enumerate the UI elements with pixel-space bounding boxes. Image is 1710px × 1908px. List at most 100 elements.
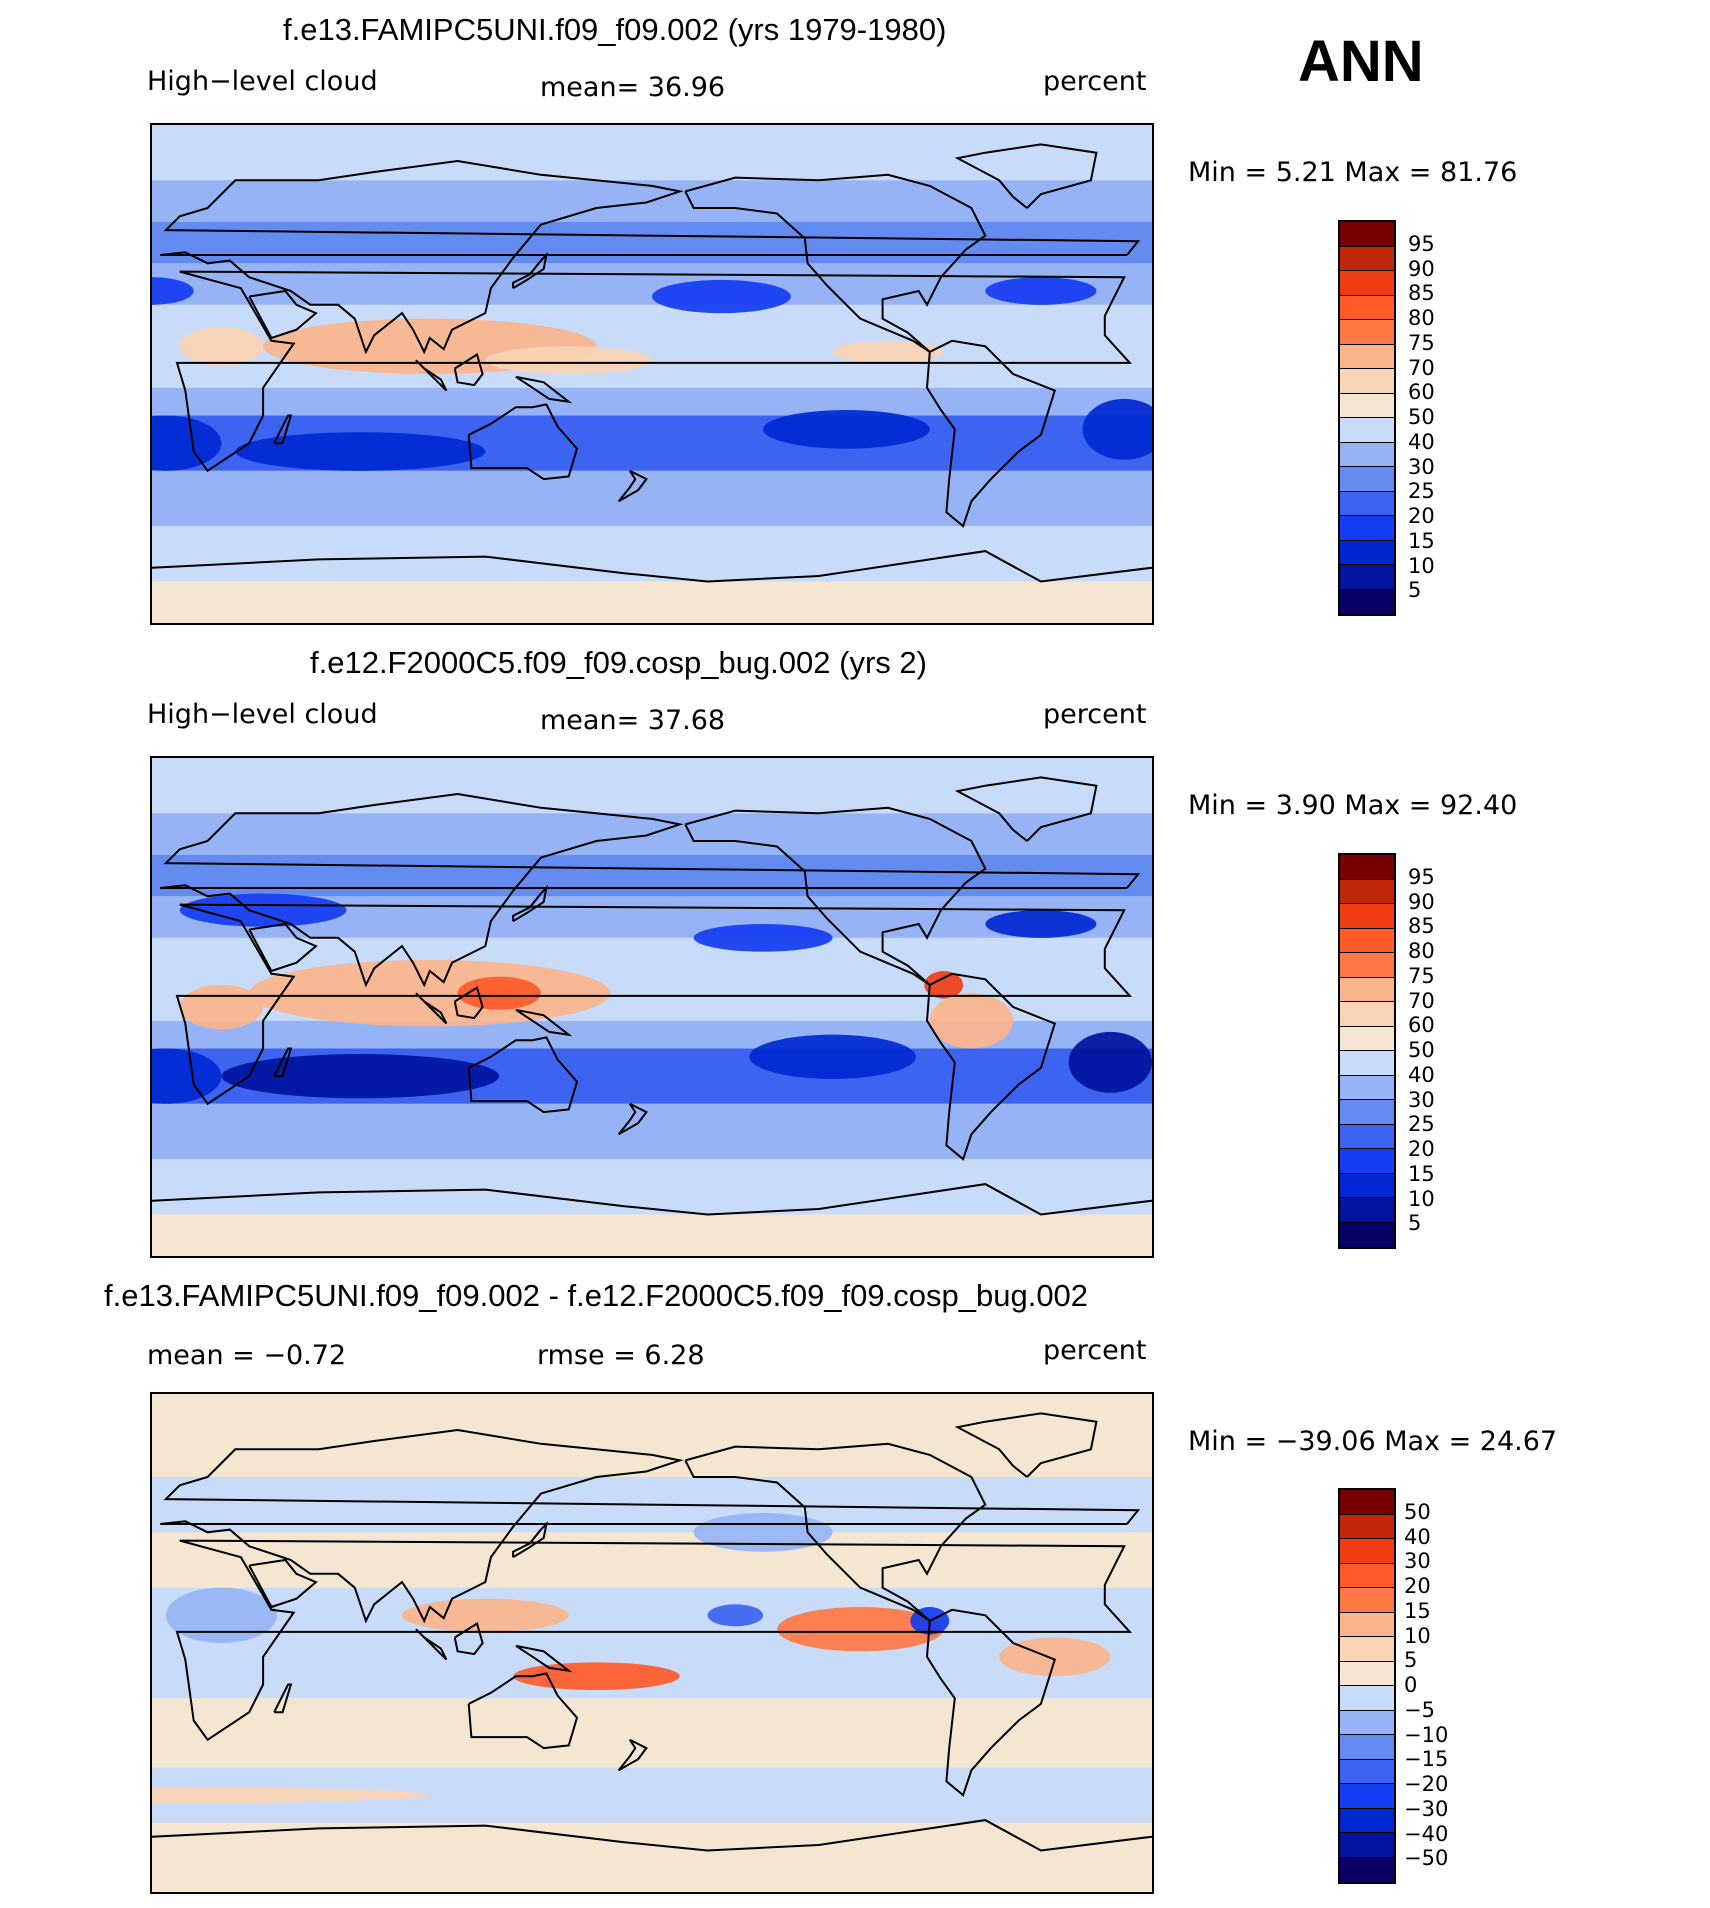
colorbar-swatch [1340,1857,1394,1882]
colorbar-tick-label: −30 [1404,1796,1449,1821]
cloud-feature [777,1607,944,1652]
cloud-feature [999,1637,1111,1677]
colorbar-tick-label: 5 [1408,578,1422,603]
colorbar-swatch [1340,491,1394,516]
cloud-feature [165,1587,277,1643]
coastline [160,1428,1141,1624]
colorbar-swatch [1340,222,1394,247]
colorbar-swatch [1340,442,1394,467]
cloud-feature [693,1512,833,1552]
colorbar-swatch [1340,1051,1394,1076]
colorbar-swatch [1340,320,1394,345]
panel-3-map [150,1392,1154,1894]
colorbar-tick-label: 30 [1408,1087,1435,1112]
zonal-band [152,263,1152,305]
colorbar-swatch [1340,589,1394,614]
cloud-feature [179,893,347,927]
colorbar-tick-label: 10 [1408,1186,1435,1211]
colorbar-swatch [1340,904,1394,929]
coastline [467,1036,579,1114]
colorbar-swatch [1340,1759,1394,1784]
zonal-band [152,221,1152,264]
colorbar-swatch [1340,977,1394,1002]
coastline [617,469,648,503]
coastline [515,1008,573,1037]
coastline [467,1672,579,1750]
panel-2-colorbar [1338,853,1396,1249]
coastline [453,1622,484,1656]
panel-1-mean-label: mean= 36.96 [540,72,726,103]
colorbar-tick-label: 40 [1404,1524,1431,1549]
zonal-band [152,526,1152,582]
coastline [273,1683,293,1714]
colorbar-swatch [1340,246,1394,271]
coastline [273,1047,293,1078]
colorbar-tick-label: 50 [1408,1038,1435,1062]
colorbar-swatch [1340,1539,1394,1564]
coastline [515,375,573,404]
colorbar-swatch [1340,1198,1394,1223]
panel-2-variable-label: High−level cloud [147,699,378,730]
coastline [925,1608,1057,1797]
coastline [152,1183,1152,1216]
cloud-feature [749,1034,916,1079]
colorbar-tick-label: 20 [1404,1574,1431,1598]
colorbar-swatch [1340,369,1394,394]
zonal-band [152,1698,1152,1768]
cloud-feature [221,1054,500,1099]
colorbar-swatch [1340,1588,1394,1613]
colorbar-tick-label: 10 [1408,553,1435,578]
cloud-feature [152,277,194,305]
colorbar-tick-label: 95 [1408,231,1435,256]
panel-1-variable-label: High−level cloud [147,66,378,97]
cloud-feature [693,924,833,952]
colorbar-tick-label: 5 [1404,1648,1418,1673]
colorbar-tick-label: 90 [1408,256,1435,281]
colorbar-swatch [1340,467,1394,492]
cloud-feature [1068,1031,1152,1093]
cloud-feature [152,1786,430,1804]
panel-3-units-label: percent [1043,1335,1147,1366]
zonal-band [152,758,1152,814]
zonal-band [152,1159,1152,1215]
coastline [515,1644,573,1673]
colorbar-swatch [1340,565,1394,590]
coastline [175,270,1133,473]
colorbar-tick-label: 40 [1408,429,1435,454]
coastline [160,159,1141,355]
colorbar-swatch [1340,1490,1394,1515]
colorbar-tick-label: 70 [1408,988,1435,1013]
colorbar-swatch [1340,1686,1394,1711]
coastline [248,1558,318,1609]
coastline [925,339,1057,528]
coastline [152,550,1152,583]
colorbar-tick-label: 80 [1408,939,1435,963]
panel-2-map [150,756,1154,1258]
colorbar-tick-label: 60 [1408,1013,1435,1038]
colorbar-swatch [1340,1002,1394,1027]
colorbar-swatch [1340,271,1394,296]
cloud-feature [1082,398,1152,460]
colorbar-swatch [1340,393,1394,418]
panel-3-minmax: Min = −39.06 Max = 24.67 [1188,1426,1558,1457]
coastline [512,251,549,290]
coastline [415,1628,448,1661]
colorbar-swatch [1340,855,1394,880]
colorbar-tick-label: 85 [1408,281,1435,306]
coastline [152,1819,1152,1852]
cloud-feature [924,971,964,999]
zonal-band [152,125,1152,181]
colorbar-swatch [1340,295,1394,320]
colorbar-tick-label: 70 [1408,355,1435,380]
panel-3-title: f.e13.FAMIPC5UNI.f09_f09.002 - f.e12.F20… [104,1278,1089,1313]
coastline [617,1102,648,1136]
colorbar-swatch [1340,1612,1394,1637]
panel-2-mean-label: mean= 37.68 [540,705,726,736]
cloud-feature [707,1604,764,1627]
colorbar-tick-label: −50 [1404,1846,1449,1871]
colorbar-tick-label: 20 [1408,1137,1435,1161]
colorbar-swatch [1340,953,1394,978]
colorbar-tick-label: 15 [1408,1161,1435,1186]
cloud-feature [832,340,944,363]
colorbar-swatch [1340,928,1394,953]
